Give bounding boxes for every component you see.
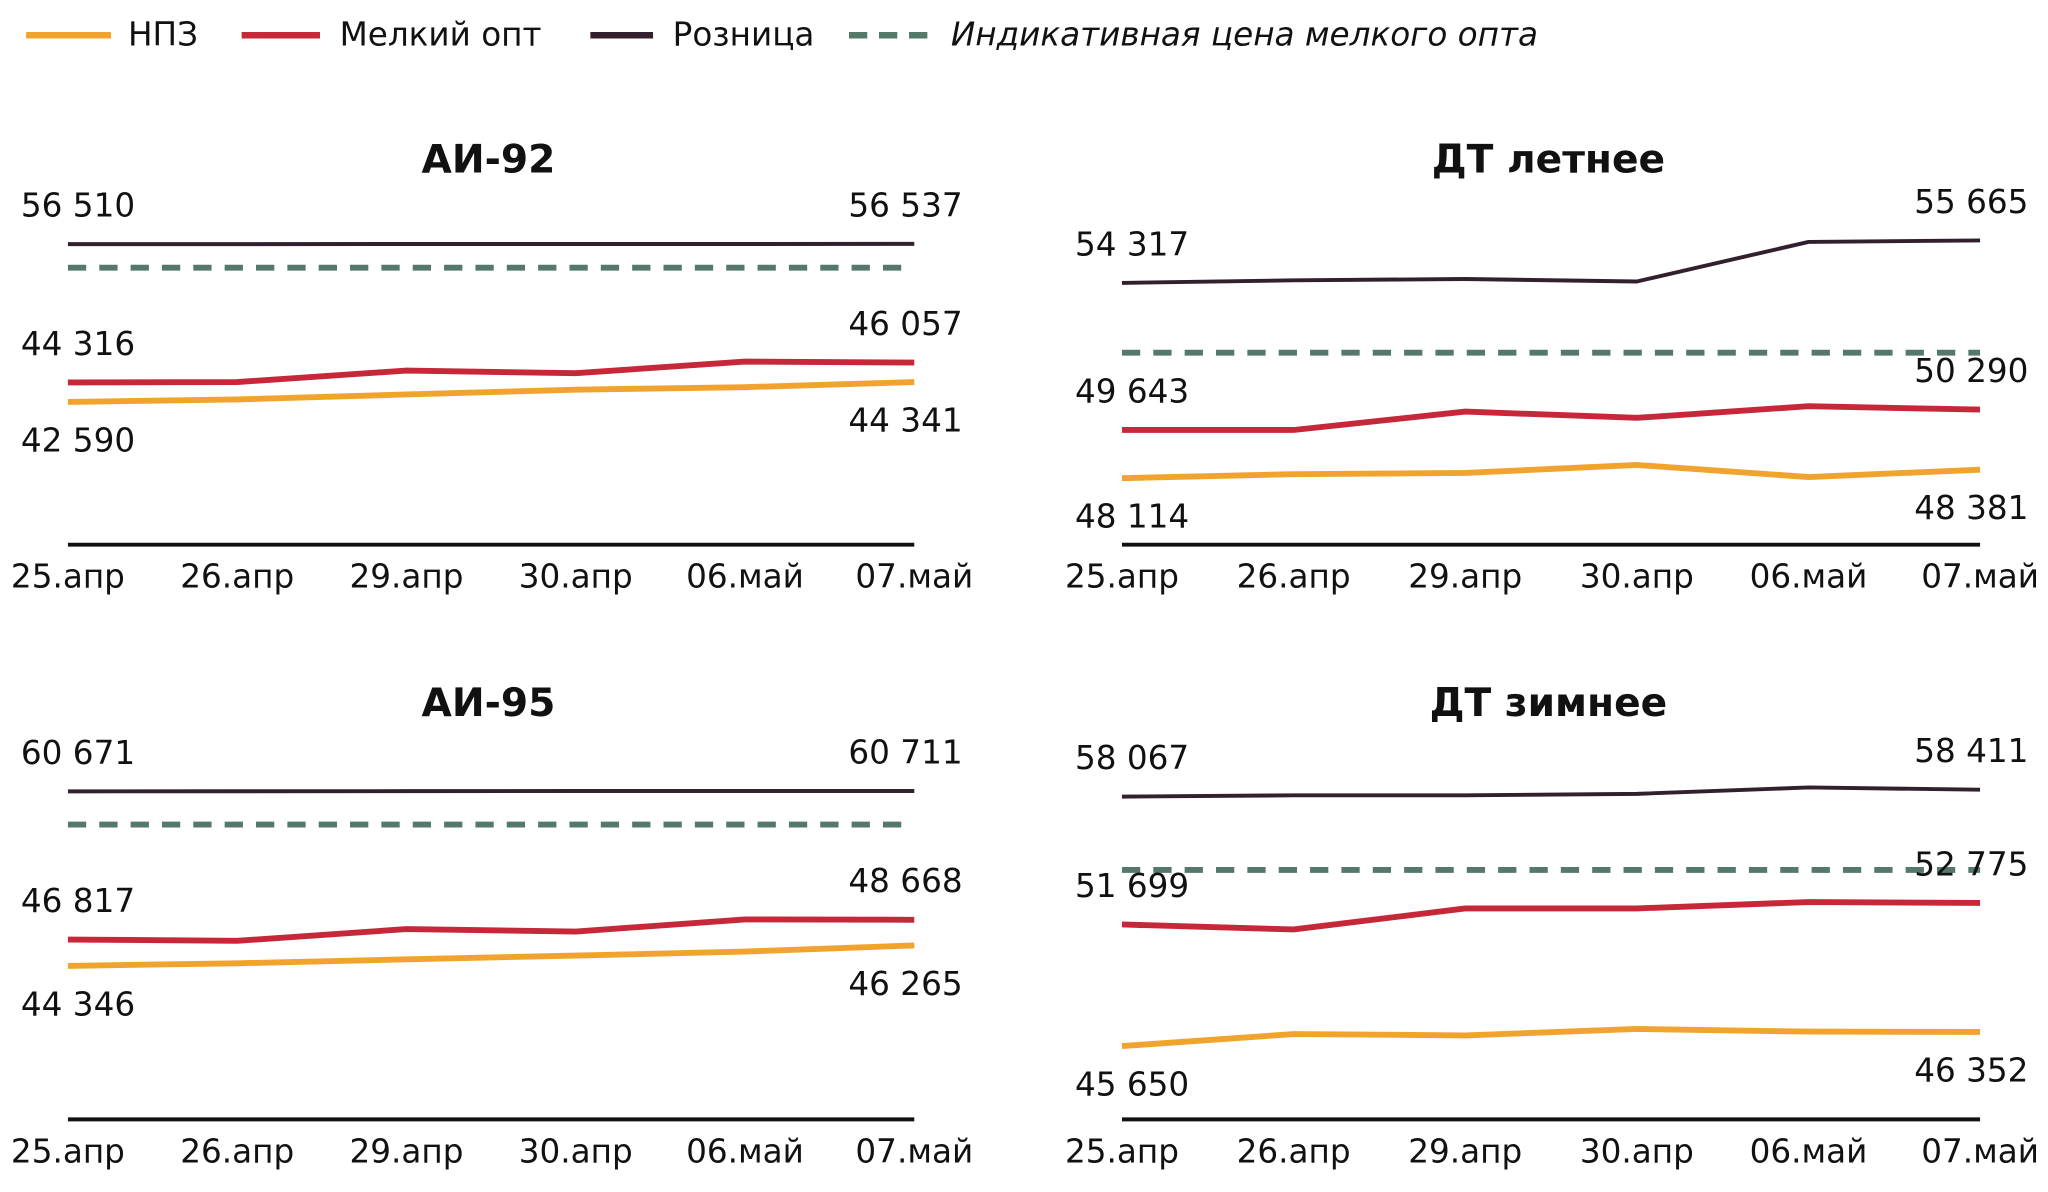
x-tick-label: 07.май [855, 1132, 973, 1170]
value-label: 50 290 [1914, 352, 2028, 390]
x-tick-label: 30.апр [519, 558, 633, 596]
value-label: 46 352 [1914, 1051, 2028, 1089]
legend-label: Индикативная цена мелкого опта [951, 16, 1538, 54]
legend-label: НПЗ [128, 16, 198, 54]
chart-title: ДТ зимнее [1430, 681, 1668, 726]
value-label: 48 114 [1075, 498, 1189, 536]
legend-label: Розница [673, 16, 815, 54]
value-label: 58 067 [1075, 739, 1189, 777]
series-line [1121, 785, 1981, 799]
x-tick-label: 07.май [1921, 558, 2039, 596]
x-tick-label: 29.апр [349, 558, 463, 596]
value-label: 42 590 [21, 421, 135, 459]
value-label: 54 317 [1075, 225, 1189, 263]
series-line [1121, 899, 1981, 933]
x-tick-label: 06.май [686, 1132, 804, 1170]
value-label: 56 510 [21, 187, 135, 225]
chart-title: АИ-95 [422, 681, 556, 726]
series-line [67, 942, 915, 969]
chart-title: АИ-92 [422, 137, 556, 182]
value-label: 46 057 [848, 305, 962, 343]
x-tick-label: 25.апр [1065, 1132, 1179, 1170]
x-tick-label: 25.апр [11, 1132, 125, 1170]
value-label: 48 668 [848, 862, 962, 900]
x-tick-label: 25.апр [1065, 558, 1179, 596]
x-tick-label: 07.май [1921, 1132, 2039, 1170]
x-tick-label: 30.апр [519, 1132, 633, 1170]
x-tick-label: 25.апр [11, 558, 125, 596]
value-label: 60 671 [21, 734, 135, 772]
x-tick-label: 30.апр [1580, 558, 1694, 596]
x-tick-label: 29.апр [349, 1132, 463, 1170]
value-label: 46 265 [848, 965, 962, 1003]
x-tick-label: 26.апр [180, 558, 294, 596]
series-line [1121, 403, 1981, 433]
series-line [67, 916, 915, 944]
series-line [1121, 238, 1981, 285]
value-label: 44 341 [848, 402, 962, 440]
series-line [1121, 462, 1981, 482]
value-label: 44 346 [21, 985, 135, 1023]
x-tick-label: 06.май [1750, 1132, 1868, 1170]
x-tick-label: 30.апр [1580, 1132, 1694, 1170]
series-line [67, 358, 915, 386]
x-tick-label: 29.апр [1408, 1132, 1522, 1170]
value-label: 51 699 [1075, 867, 1189, 905]
value-label: 55 665 [1914, 183, 2028, 221]
x-tick-label: 29.апр [1408, 558, 1522, 596]
x-tick-label: 06.май [686, 558, 804, 596]
value-label: 56 537 [848, 186, 962, 224]
value-label: 44 316 [21, 325, 135, 363]
series-line [1121, 1026, 1981, 1050]
x-tick-label: 26.апр [180, 1132, 294, 1170]
chart-title: ДТ летнее [1432, 137, 1665, 182]
value-label: 52 775 [1914, 845, 2028, 883]
x-tick-label: 26.апр [1237, 1132, 1351, 1170]
x-tick-label: 07.май [855, 558, 973, 596]
series-line [67, 379, 915, 405]
legend-label: Мелкий опт [340, 16, 542, 54]
value-label: 46 817 [21, 882, 135, 920]
x-tick-label: 26.апр [1237, 558, 1351, 596]
value-label: 48 381 [1914, 489, 2028, 527]
x-tick-label: 06.май [1750, 558, 1868, 596]
value-label: 45 650 [1075, 1066, 1189, 1104]
value-label: 60 711 [848, 733, 962, 771]
value-label: 49 643 [1075, 372, 1189, 410]
value-label: 58 411 [1914, 732, 2028, 770]
